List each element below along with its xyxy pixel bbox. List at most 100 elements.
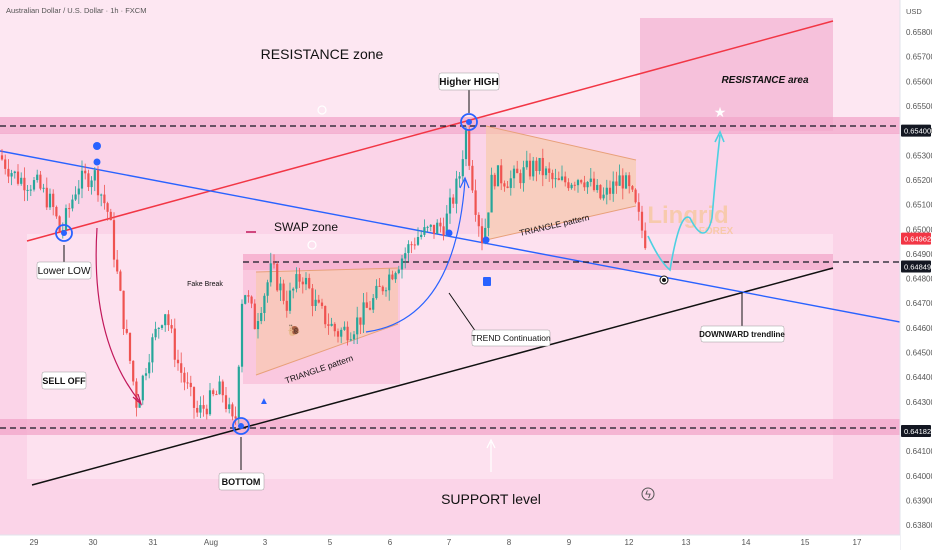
candle-body xyxy=(71,199,74,209)
candle-body xyxy=(340,329,343,337)
candle-body xyxy=(362,302,365,325)
candle-body xyxy=(285,300,288,311)
candle-body xyxy=(372,298,375,310)
candle-body xyxy=(397,269,400,274)
candle-body xyxy=(148,362,151,374)
swap-marker-icon[interactable] xyxy=(307,240,317,250)
price-axis[interactable] xyxy=(900,0,932,550)
downward-trendline-tag: DOWNWARD trendline xyxy=(699,325,785,343)
candle-body xyxy=(26,189,29,191)
candle-body xyxy=(490,174,493,213)
left-wedge-area xyxy=(27,234,833,479)
lightning-icon[interactable]: ϟ xyxy=(645,489,651,501)
candle-body xyxy=(90,180,93,188)
candle-body xyxy=(279,283,282,291)
candle-body xyxy=(644,230,647,249)
candle-body xyxy=(407,244,410,254)
candle-body xyxy=(128,332,132,361)
candle-body xyxy=(7,168,10,177)
bottom-marker[interactable] xyxy=(232,417,250,435)
candle-body xyxy=(68,208,71,210)
price-tags: 0.65400 0.64962 0.64849 0.64182 xyxy=(901,124,931,437)
star-icon: ★ xyxy=(714,104,727,120)
snail-icon: 🐌 xyxy=(287,324,301,337)
candle-body xyxy=(52,193,55,207)
time-tick: 29 xyxy=(30,538,39,547)
candle-body xyxy=(247,295,250,297)
candle-body xyxy=(218,381,221,395)
resistance-trendline[interactable] xyxy=(26,20,834,242)
lightning-circle-icon[interactable] xyxy=(641,487,655,501)
candle-body xyxy=(461,159,464,177)
candle-body xyxy=(74,194,77,200)
time-tick: 5 xyxy=(328,538,333,547)
candle-body xyxy=(330,323,333,326)
time-axis[interactable] xyxy=(0,535,900,550)
candle-body xyxy=(400,258,404,270)
swap-zone-label: SWAP zone xyxy=(274,220,338,234)
settings-marker-icon[interactable] xyxy=(317,105,327,115)
time-tick: 31 xyxy=(149,538,158,547)
sell-off-label: SELL OFF xyxy=(42,376,86,386)
candle-body xyxy=(468,130,471,166)
candle-body xyxy=(596,184,599,191)
candle-body xyxy=(260,313,263,322)
triangle-pattern-2 xyxy=(486,126,636,240)
currency-label: USD xyxy=(906,7,922,16)
candle-body xyxy=(580,180,583,183)
watermark-line2: FOREX xyxy=(699,226,734,237)
candle-body xyxy=(471,165,474,191)
candle-body xyxy=(564,176,567,183)
price-tag-box xyxy=(901,260,931,273)
candle-body xyxy=(560,176,564,180)
candle-body xyxy=(500,165,503,184)
downward-trendline[interactable] xyxy=(0,150,901,323)
candle-body xyxy=(100,194,103,196)
sell-arrow-icon[interactable] xyxy=(93,142,101,150)
higher-high-marker[interactable] xyxy=(460,113,478,131)
support-band xyxy=(0,419,900,435)
lower-low-marker[interactable] xyxy=(55,224,73,242)
candle-body xyxy=(317,299,320,303)
candle-body xyxy=(29,189,32,191)
candle-body xyxy=(544,168,548,176)
candle-body xyxy=(42,187,45,189)
candle-body xyxy=(452,197,455,204)
candle-body xyxy=(164,314,167,326)
symbol-title[interactable]: Australian Dollar / U.S. Dollar · 1h · F… xyxy=(6,6,146,15)
candle-body xyxy=(516,168,519,174)
trend-dot-3 xyxy=(482,236,490,244)
candle-body xyxy=(432,224,436,234)
triangle-2-upper xyxy=(485,125,637,161)
candle-body xyxy=(176,359,180,364)
candle-body xyxy=(266,282,269,296)
resistance-zone-label: RESISTANCE zone xyxy=(261,46,384,62)
candle-body xyxy=(554,178,557,180)
candle-body xyxy=(103,194,106,204)
time-tick: 15 xyxy=(801,538,810,547)
higher-high-label: Higher HIGH xyxy=(439,77,498,88)
candle-body xyxy=(599,184,602,199)
candle-body xyxy=(368,307,372,310)
candle-body xyxy=(640,211,644,231)
candle-body xyxy=(199,405,202,413)
support-trendline[interactable] xyxy=(31,267,834,486)
trend-continuation-arrowhead xyxy=(459,176,470,189)
candle-body xyxy=(420,234,423,238)
candle-body xyxy=(487,212,490,228)
candle-body xyxy=(304,277,308,285)
candle-body xyxy=(298,274,301,282)
candle-body xyxy=(311,288,314,307)
info-flag-icon[interactable] xyxy=(483,277,491,286)
candle-body xyxy=(0,155,4,160)
candle-body xyxy=(58,216,61,232)
candle-body xyxy=(221,381,224,396)
candle-body xyxy=(493,174,496,187)
time-tick: 7 xyxy=(447,538,452,547)
candle-body xyxy=(186,382,189,384)
candle-body xyxy=(96,170,100,196)
candle-body xyxy=(356,317,359,335)
